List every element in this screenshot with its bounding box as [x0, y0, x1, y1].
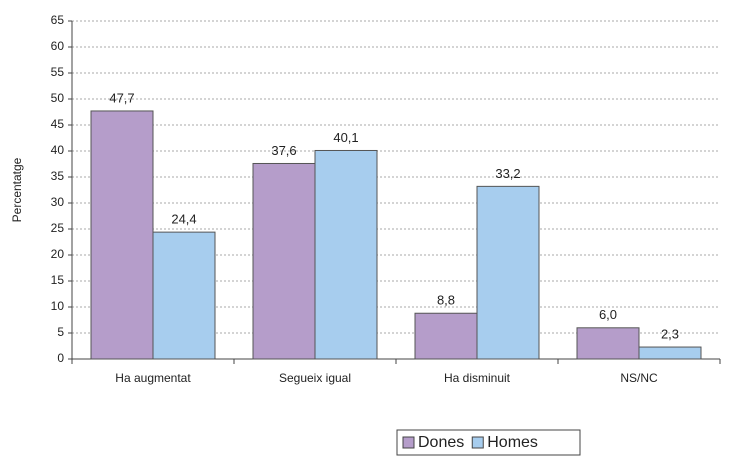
- bar: [90, 110, 154, 360]
- bar: [638, 346, 702, 360]
- y-tick-label: 60: [51, 39, 65, 53]
- y-tick-label: 45: [51, 117, 65, 131]
- legend-box: [396, 429, 581, 456]
- bar: [252, 162, 316, 360]
- y-tick-label: 30: [51, 195, 65, 209]
- bar: [576, 327, 640, 360]
- data-label: 8,8: [437, 293, 455, 308]
- y-tick-label: 55: [51, 65, 65, 79]
- data-label: 24,4: [171, 212, 196, 227]
- data-label: 6,0: [599, 307, 617, 322]
- y-axis-label: Percentatge: [10, 157, 24, 222]
- data-label: 47,7: [109, 90, 134, 105]
- x-tick-label: Ha disminuit: [444, 371, 511, 385]
- y-tick-label: 10: [51, 299, 65, 313]
- legend-label: Homes: [487, 434, 538, 451]
- data-label: 33,2: [495, 166, 520, 181]
- legend-swatch: [402, 436, 415, 449]
- y-tick-label: 50: [51, 91, 65, 105]
- y-tick-label: 40: [51, 143, 65, 157]
- data-label: 2,3: [661, 326, 679, 341]
- bar: [152, 231, 216, 360]
- y-tick-label: 20: [51, 247, 65, 261]
- y-tick-label: 0: [57, 351, 64, 365]
- legend-swatch: [471, 436, 484, 449]
- y-tick-label: 65: [51, 13, 65, 27]
- x-tick-label: Segueix igual: [279, 371, 351, 385]
- x-tick-label: Ha augmentat: [115, 371, 191, 385]
- data-label: 37,6: [271, 143, 296, 158]
- legend-label: Dones: [418, 434, 464, 451]
- y-tick-label: 5: [57, 325, 64, 339]
- y-tick-label: 15: [51, 273, 65, 287]
- bar: [476, 185, 540, 360]
- data-label: 40,1: [333, 130, 358, 145]
- x-tick-label: NS/NC: [620, 371, 658, 385]
- bar: [414, 312, 478, 360]
- y-tick-label: 35: [51, 169, 65, 183]
- bar: [314, 149, 378, 360]
- y-tick-label: 25: [51, 221, 65, 235]
